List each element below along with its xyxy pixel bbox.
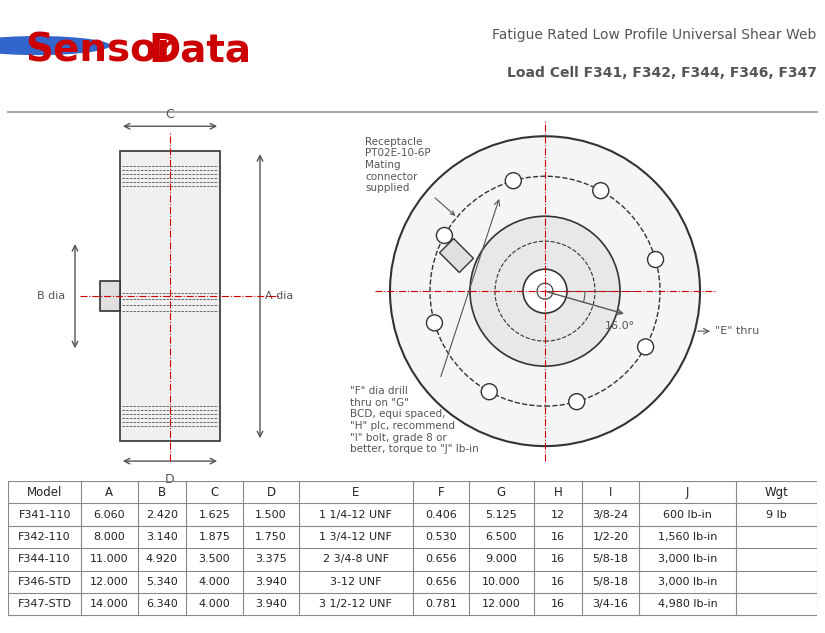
Text: 2 3/4-8 UNF: 2 3/4-8 UNF [323,555,389,565]
Text: H: H [554,486,563,499]
Text: 3.940: 3.940 [255,577,287,587]
Text: 0.530: 0.530 [425,532,456,542]
Text: 3/4-16: 3/4-16 [592,599,629,610]
Circle shape [592,183,609,199]
Text: "E" thru: "E" thru [715,326,759,336]
Circle shape [568,394,585,410]
Text: 1 3/4-12 UNF: 1 3/4-12 UNF [319,532,393,542]
Text: 4.000: 4.000 [199,577,230,587]
Text: D: D [165,473,175,486]
Text: 5/8-18: 5/8-18 [592,555,629,565]
Text: 6.500: 6.500 [486,532,517,542]
Text: "F" dia drill
thru on "G"
BCD, equi spaced,
"H" plc, recommend
"I" bolt, grade 8: "F" dia drill thru on "G" BCD, equi spac… [350,386,478,454]
Text: B: B [158,486,166,499]
Text: 9 lb: 9 lb [766,510,787,520]
Text: 16: 16 [551,577,565,587]
Text: A: A [106,486,113,499]
Text: 16: 16 [551,532,565,542]
Text: G: G [497,486,506,499]
Text: F341-110: F341-110 [18,510,71,520]
Text: 6.060: 6.060 [93,510,125,520]
Text: 1 1/4-12 UNF: 1 1/4-12 UNF [319,510,393,520]
Text: Fatigue Rated Low Profile Universal Shear Web: Fatigue Rated Low Profile Universal Shea… [493,28,817,42]
Text: Sensor: Sensor [25,32,176,70]
Text: 3,000 lb-in: 3,000 lb-in [658,555,717,565]
Text: F342-110: F342-110 [18,532,71,542]
Text: 0.406: 0.406 [425,510,457,520]
Circle shape [523,269,567,313]
Text: F: F [437,486,444,499]
Text: 11.000: 11.000 [90,555,129,565]
Text: 1/2-20: 1/2-20 [592,532,629,542]
Text: 3-12 UNF: 3-12 UNF [330,577,382,587]
Text: 9.000: 9.000 [486,555,517,565]
Text: 12.000: 12.000 [482,599,521,610]
Circle shape [427,315,442,331]
Text: 3.940: 3.940 [255,599,287,610]
Text: 3.140: 3.140 [146,532,177,542]
Text: 4.000: 4.000 [199,599,230,610]
Text: Receptacle
PT02E-10-6P
Mating
connector
supplied: Receptacle PT02E-10-6P Mating connector … [365,137,455,215]
Circle shape [470,216,620,366]
Text: 1.875: 1.875 [199,532,230,542]
Text: 4.920: 4.920 [146,555,178,565]
Text: 5.340: 5.340 [146,577,177,587]
Circle shape [0,35,111,56]
Text: B dia: B dia [37,291,65,301]
Text: 0.781: 0.781 [425,599,457,610]
Text: 10.000: 10.000 [482,577,521,587]
Text: 5.125: 5.125 [486,510,517,520]
Circle shape [436,227,452,244]
Text: 3 1/2-12 UNF: 3 1/2-12 UNF [319,599,393,610]
Text: 16: 16 [551,599,565,610]
Circle shape [390,136,700,446]
Text: 0.656: 0.656 [425,577,456,587]
Text: 4,980 lb-in: 4,980 lb-in [658,599,717,610]
Text: C: C [166,108,174,122]
Text: F347-STD: F347-STD [17,599,72,610]
Text: D: D [266,486,276,499]
Text: 0.656: 0.656 [425,555,456,565]
Text: 12.000: 12.000 [90,577,129,587]
Text: Data: Data [148,32,252,70]
Text: 600 lb-in: 600 lb-in [663,510,712,520]
Circle shape [505,173,521,189]
Text: 5/8-18: 5/8-18 [592,577,629,587]
Text: 3,000 lb-in: 3,000 lb-in [658,577,717,587]
Text: 1.500: 1.500 [255,510,287,520]
Circle shape [638,339,653,355]
Bar [100,281,120,311]
Text: 1,560 lb-in: 1,560 lb-in [658,532,717,542]
Circle shape [481,384,497,399]
Text: J: J [686,486,689,499]
Text: 3.500: 3.500 [199,555,230,565]
Text: Wgt: Wgt [765,486,788,499]
Text: 8.000: 8.000 [93,532,125,542]
Text: I: I [609,486,612,499]
Text: 2.420: 2.420 [146,510,178,520]
Text: 16: 16 [551,555,565,565]
Text: 3.375: 3.375 [255,555,287,565]
Text: 12: 12 [551,510,565,520]
Text: F346-STD: F346-STD [17,577,72,587]
Text: 6.340: 6.340 [146,599,177,610]
Text: 1.750: 1.750 [255,532,287,542]
Text: Model: Model [27,486,63,499]
Text: Load Cell F341, F342, F344, F346, F347: Load Cell F341, F342, F344, F346, F347 [507,66,817,80]
Text: 14.000: 14.000 [90,599,129,610]
Text: 3/8-24: 3/8-24 [592,510,629,520]
Text: 1.625: 1.625 [199,510,230,520]
Text: C: C [210,486,219,499]
Bar [120,151,220,441]
Text: 16.0°: 16.0° [605,321,635,331]
Text: E: E [352,486,360,499]
Bar [440,239,474,273]
Text: A dia: A dia [265,291,293,301]
Text: F344-110: F344-110 [18,555,71,565]
Circle shape [648,251,663,268]
